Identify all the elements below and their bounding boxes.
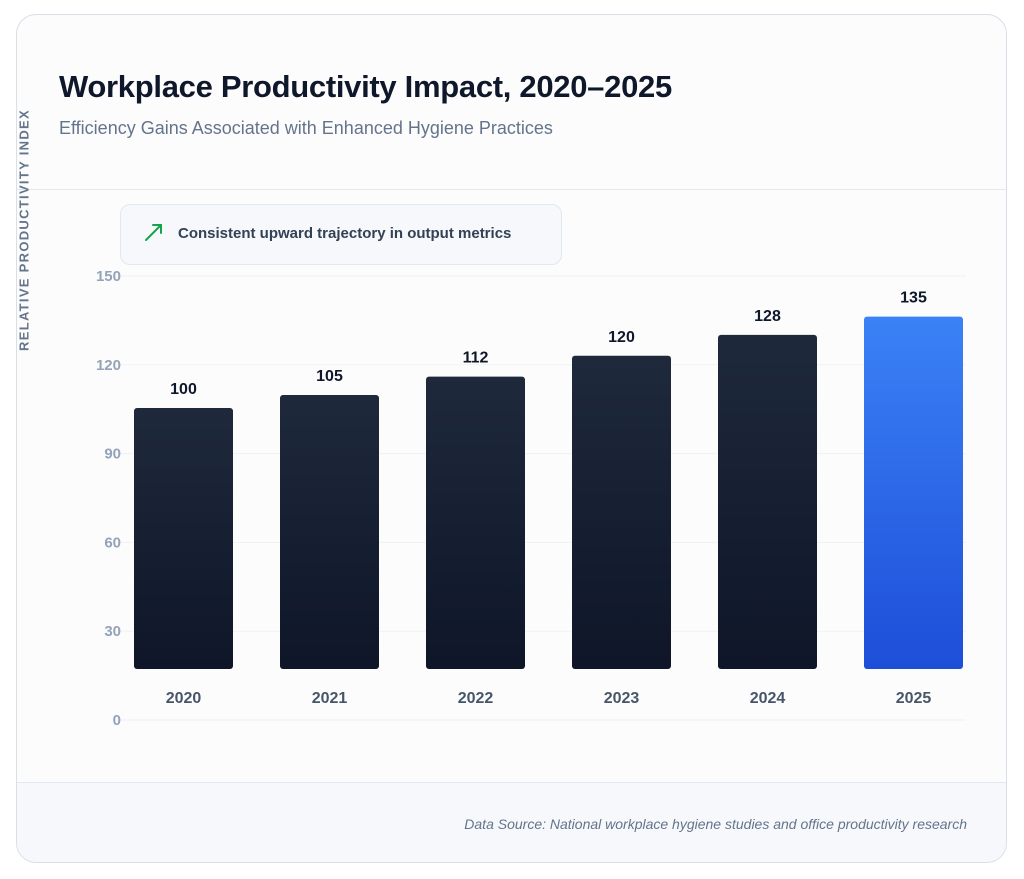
bar-2023[interactable] xyxy=(572,355,671,669)
bar-2024[interactable] xyxy=(718,334,817,669)
y-tick-label: 150 xyxy=(96,268,121,285)
trend-up-arrow-icon xyxy=(145,224,162,241)
bar-2022[interactable] xyxy=(426,376,525,669)
x-tick-label: 2022 xyxy=(458,690,494,707)
header-divider xyxy=(17,189,1006,190)
footer: Data Source: National workplace hygiene … xyxy=(17,782,1006,862)
x-tick-label: 2020 xyxy=(166,690,202,707)
insight-callout: Consistent upward trajectory in output m… xyxy=(120,204,562,265)
chart-title: Workplace Productivity Impact, 2020–2025 xyxy=(59,69,672,104)
chart-subtitle: Efficiency Gains Associated with Enhance… xyxy=(59,118,553,138)
bar-2025[interactable] xyxy=(864,316,963,669)
x-tick-label: 2025 xyxy=(896,690,932,707)
y-tick-label: 30 xyxy=(104,623,121,640)
value-label: 120 xyxy=(608,329,635,346)
y-tick-label: 60 xyxy=(104,534,121,551)
bar-2020[interactable] xyxy=(134,408,233,669)
callout-text: Consistent upward trajectory in output m… xyxy=(178,225,512,242)
x-tick-label: 2023 xyxy=(604,690,640,707)
bar-2021[interactable] xyxy=(280,394,379,669)
x-tick-label: 2021 xyxy=(312,690,348,707)
value-label: 100 xyxy=(170,381,197,398)
value-label: 105 xyxy=(316,368,343,385)
value-label: 112 xyxy=(463,350,489,367)
x-tick-label: 2024 xyxy=(750,690,786,707)
y-tick-label: 90 xyxy=(104,446,121,463)
value-label: 135 xyxy=(900,290,927,307)
data-source: Data Source: National workplace hygiene … xyxy=(464,816,967,832)
y-tick-label: 120 xyxy=(96,357,121,374)
value-label: 128 xyxy=(754,308,781,325)
y-tick-label: 0 xyxy=(113,712,121,729)
